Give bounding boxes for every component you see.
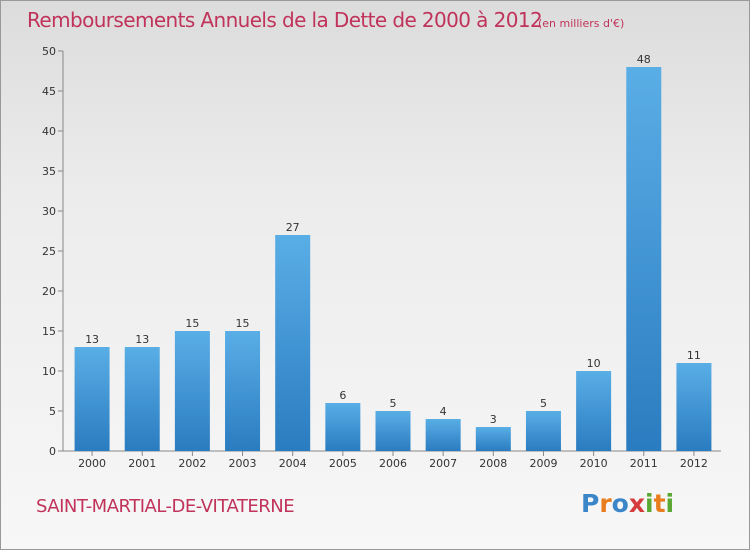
y-tick-label: 20	[42, 285, 56, 298]
bar-2000	[74, 347, 110, 451]
data-label: 27	[286, 221, 300, 234]
logo-letter: t	[653, 489, 666, 518]
y-tick-label: 15	[42, 325, 56, 338]
logo-letter: r	[599, 489, 612, 518]
bar-2005	[325, 403, 361, 451]
x-tick-label: 2006	[379, 457, 407, 470]
y-tick-label: 45	[42, 85, 56, 98]
bar-2004	[275, 235, 311, 451]
x-tick-label: 2000	[78, 457, 106, 470]
x-tick-label: 2012	[680, 457, 708, 470]
bar-2009	[525, 411, 561, 451]
x-tick-label: 2009	[529, 457, 557, 470]
y-tick-label: 40	[42, 125, 56, 138]
chart-bars	[74, 67, 712, 451]
chart-unit: (en milliers d'€)	[538, 17, 625, 30]
data-label: 13	[135, 333, 149, 346]
x-tick-label: 2008	[479, 457, 507, 470]
y-tick-label: 5	[49, 405, 56, 418]
bar-2010	[576, 371, 612, 451]
data-label: 6	[339, 389, 346, 402]
bar-2001	[124, 347, 160, 451]
data-label: 5	[390, 397, 397, 410]
data-label: 5	[540, 397, 547, 410]
bar-2003	[225, 331, 261, 451]
y-tick-label: 35	[42, 165, 56, 178]
y-tick-label: 10	[42, 365, 56, 378]
y-tick-label: 25	[42, 245, 56, 258]
y-tick-label: 50	[42, 45, 56, 58]
data-label: 15	[236, 317, 250, 330]
x-tick-label: 2011	[630, 457, 658, 470]
bar-2006	[375, 411, 411, 451]
data-label: 48	[637, 53, 651, 66]
x-tick-label: 2007	[429, 457, 457, 470]
logo-letter: i	[665, 489, 675, 518]
data-label: 15	[185, 317, 199, 330]
bar-2012	[676, 363, 712, 451]
x-tick-label: 2005	[329, 457, 357, 470]
x-tick-label: 2002	[178, 457, 206, 470]
x-tick-label: 2010	[580, 457, 608, 470]
commune-name: SAINT-MARTIAL-DE-VITATERNE	[36, 496, 295, 517]
logo-letter: P	[581, 489, 600, 518]
data-label: 4	[440, 405, 447, 418]
y-tick-label: 0	[49, 445, 56, 458]
chart-labels: 2000 13 2001 13 2002 15 2003 15 2004 27 2005 6 2006 5…	[78, 53, 708, 470]
x-tick-label: 2004	[279, 457, 307, 470]
data-label: 13	[85, 333, 99, 346]
proxiti-logo: Proxiti	[581, 489, 674, 518]
x-tick-label: 2001	[128, 457, 156, 470]
bar-2008	[475, 427, 511, 451]
data-label: 3	[490, 413, 497, 426]
x-tick-label: 2003	[229, 457, 257, 470]
logo-letter: x	[628, 489, 645, 518]
bar-2007	[425, 419, 461, 451]
logo-letter: i	[645, 489, 654, 518]
data-label: 10	[587, 357, 601, 370]
bar-2002	[174, 331, 210, 451]
y-tick-label: 30	[42, 205, 56, 218]
chart-title: Remboursements Annuels de la Dette de 20…	[27, 8, 543, 32]
logo-letter: o	[611, 489, 629, 518]
bar-2011	[626, 67, 662, 451]
data-label: 11	[687, 349, 701, 362]
